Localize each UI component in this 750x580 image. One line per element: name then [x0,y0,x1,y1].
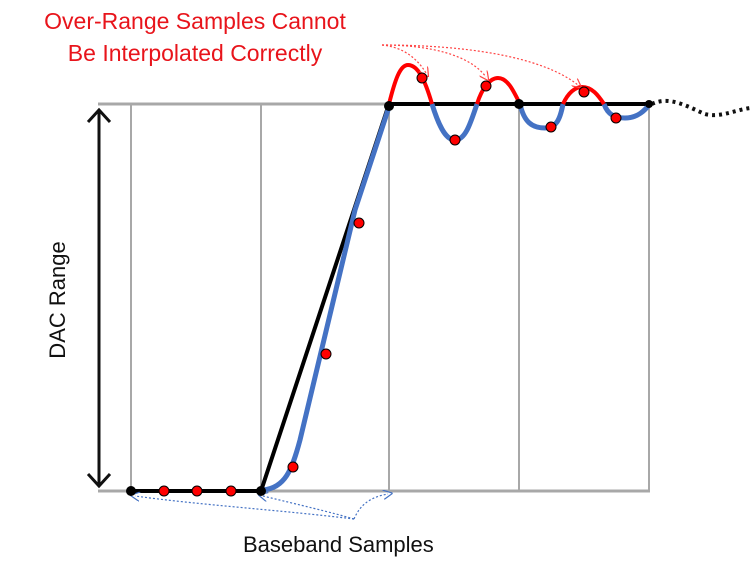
title-line-1: Over-Range Samples Cannot [44,8,346,34]
dac-range-arrow-icon [86,107,112,489]
grid [98,102,650,493]
interpolated-sample-dots [158,72,622,497]
title-line-2: Be Interpolated Correctly [67,40,323,66]
baseband-sample-dots [126,99,653,496]
y-axis-label: DAC Range [45,241,70,359]
x-axis-label: Baseband Samples [243,532,434,557]
